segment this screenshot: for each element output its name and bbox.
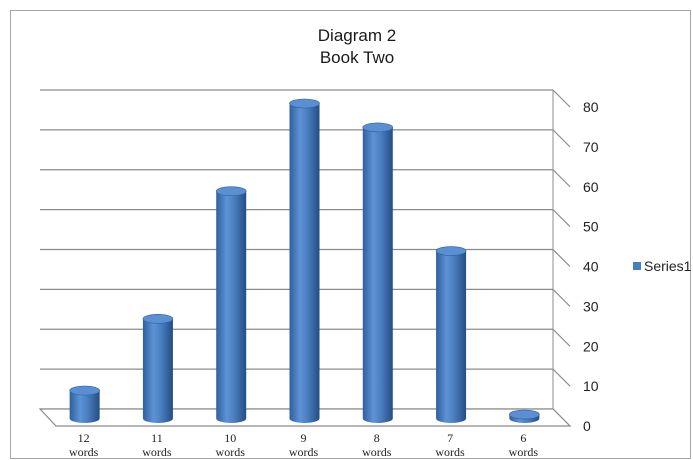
bar-top: [142, 314, 174, 324]
bar-body: [289, 103, 320, 424]
x-tick-label: 7: [447, 431, 453, 445]
x-tick-label: 8: [374, 431, 380, 445]
gridline-side: [552, 288, 571, 307]
x-tick-label: 11: [151, 431, 163, 445]
gridline-side: [552, 328, 571, 347]
gridline-side: [552, 249, 571, 267]
y-tick-label: 70: [583, 139, 599, 155]
gridline-side: [552, 209, 571, 228]
bar-top: [435, 246, 467, 256]
bar-body: [69, 390, 100, 423]
y-tick-label: 10: [583, 378, 599, 394]
bar-top: [69, 385, 100, 396]
chart-title: Diagram 2: [318, 26, 396, 45]
legend: Series1: [633, 258, 692, 274]
x-tick-label: words: [142, 445, 172, 459]
x-tick-label: words: [509, 445, 539, 459]
bar: [215, 186, 247, 423]
bar: [142, 314, 174, 423]
y-tick-label: 80: [583, 99, 599, 115]
x-tick-label: words: [362, 445, 392, 459]
x-tick-label: words: [289, 445, 319, 459]
bar-top: [289, 98, 320, 109]
x-tick-label: words: [435, 445, 465, 459]
bar-body: [216, 191, 247, 423]
bar: [509, 409, 540, 423]
bar-body: [142, 318, 173, 423]
bar-top: [362, 122, 394, 133]
x-tick-label: 6: [520, 431, 526, 445]
x-axis-ticks: 12words11words10words9words8words7words6…: [69, 431, 538, 459]
y-tick-label: 20: [583, 338, 599, 354]
gridline-side: [552, 169, 571, 188]
x-tick-label: 12: [78, 431, 90, 445]
y-tick-label: 60: [583, 179, 599, 195]
y-tick-label: 50: [583, 219, 599, 235]
bar: [69, 385, 100, 423]
bar-body: [436, 251, 467, 423]
legend-label: Series1: [644, 258, 692, 274]
x-tick-label: words: [69, 445, 99, 459]
x-tick-label: 10: [224, 431, 236, 445]
chart-frame: [10, 10, 691, 459]
y-tick-label: 0: [583, 418, 591, 434]
y-axis-ticks: 0 10 20 30 40 50 60 70 80: [583, 99, 599, 434]
bar-top: [215, 186, 247, 197]
chart-subtitle: Book Two: [320, 48, 394, 67]
bars: [69, 98, 540, 424]
bar: [435, 246, 467, 423]
gridline-side: [552, 129, 571, 148]
legend-swatch: [633, 262, 641, 270]
bar-top: [509, 409, 540, 420]
bar: [362, 122, 394, 423]
x-tick-label: 9: [301, 431, 307, 445]
y-tick-label: 40: [583, 259, 599, 275]
y-tick-label: 30: [583, 298, 599, 314]
bar: [289, 98, 320, 424]
bar-body: [362, 127, 393, 423]
x-tick-label: words: [216, 445, 246, 459]
gridline-side: [552, 89, 571, 108]
gridline-side: [552, 368, 571, 387]
